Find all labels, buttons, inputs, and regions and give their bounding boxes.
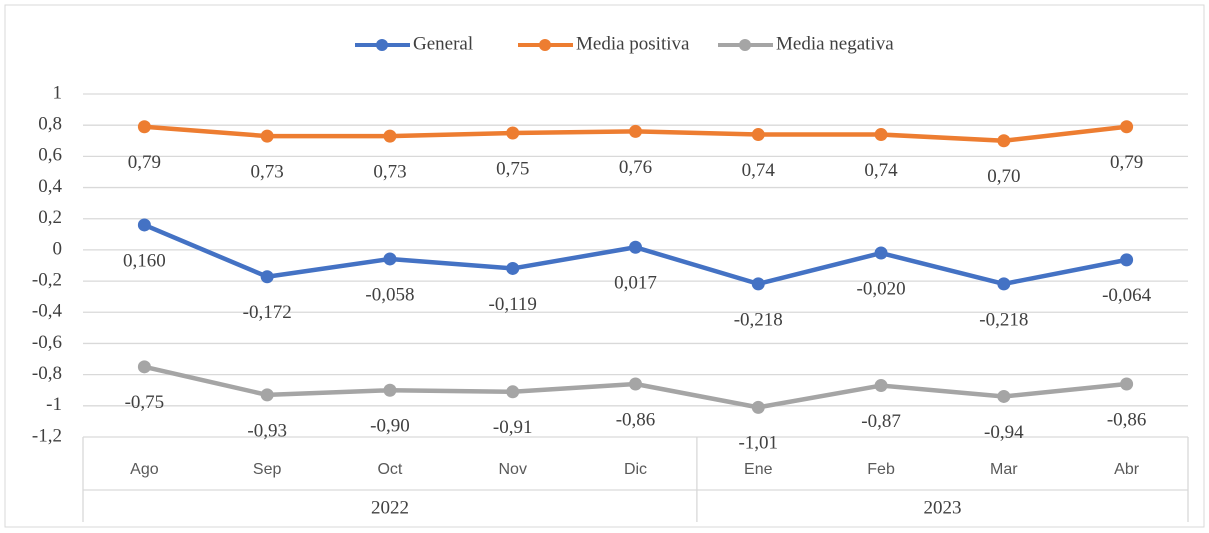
data-label: -0,93: [247, 420, 287, 441]
data-label: -0,86: [1107, 409, 1147, 430]
data-label: 0,017: [614, 273, 657, 294]
y-tick-label: 0,4: [38, 176, 62, 197]
x-tick-label: Sep: [253, 461, 282, 478]
data-point: [260, 388, 274, 402]
y-tick-label: 0,6: [38, 145, 62, 166]
data-point: [997, 389, 1011, 403]
data-label: 0,73: [251, 161, 284, 182]
group-label: 2022: [371, 497, 409, 518]
data-label: 0,73: [373, 161, 406, 182]
data-point: [997, 134, 1011, 148]
data-point: [629, 124, 642, 138]
data-point: [1120, 120, 1134, 134]
y-tick-label: -0,4: [32, 301, 63, 322]
data-point: [874, 379, 888, 393]
y-tick-label: 0,8: [38, 114, 62, 135]
data-label: -0,75: [125, 392, 165, 413]
data-point: [260, 129, 274, 143]
legend-label: Media negativa: [776, 33, 894, 54]
legend-marker: [376, 39, 388, 51]
data-label: -0,020: [857, 278, 906, 299]
data-label: -0,119: [489, 294, 537, 315]
data-label: 0,74: [864, 160, 898, 181]
group-label: 2023: [923, 497, 961, 518]
y-tick-label: 1: [53, 82, 63, 103]
y-tick-label: 0: [53, 238, 63, 259]
data-point: [506, 385, 520, 399]
data-label: 0,79: [128, 152, 161, 173]
data-point: [506, 126, 520, 140]
data-label: 0,160: [123, 250, 166, 271]
data-label: -0,91: [493, 417, 533, 438]
data-point: [751, 400, 765, 414]
data-label: -0,064: [1102, 285, 1152, 306]
data-label: 0,70: [987, 166, 1020, 187]
data-point: [751, 128, 765, 142]
data-point: [383, 129, 397, 143]
data-label: -0,058: [365, 284, 414, 305]
data-label: 0,79: [1110, 152, 1143, 173]
data-point: [506, 261, 520, 275]
y-tick-label: 0,2: [38, 207, 62, 228]
data-point: [1120, 377, 1134, 391]
legend-label: General: [413, 33, 473, 54]
x-tick-label: Dic: [624, 461, 647, 478]
x-tick-label: Abr: [1114, 461, 1140, 478]
chart-border: [4, 4, 1205, 528]
data-point: [137, 218, 151, 232]
y-tick-label: -0,8: [32, 363, 62, 384]
legend-marker: [739, 39, 751, 51]
data-label: -0,94: [984, 422, 1024, 443]
data-label: -0,218: [979, 309, 1028, 330]
data-point: [137, 360, 151, 374]
y-tick-label: -0,6: [32, 332, 62, 353]
y-tick-label: -0,2: [32, 269, 62, 290]
x-tick-label: Ene: [744, 461, 773, 478]
data-point: [629, 240, 642, 254]
data-label: -0,87: [861, 411, 901, 432]
data-point: [751, 277, 765, 291]
data-point: [260, 270, 274, 284]
data-point: [629, 377, 642, 391]
data-label: -0,218: [734, 309, 783, 330]
x-tick-label: Ago: [130, 461, 159, 478]
data-point: [383, 383, 397, 397]
legend-label: Media positiva: [576, 33, 690, 54]
data-point: [874, 128, 888, 142]
legend-marker: [539, 39, 551, 51]
y-tick-label: -1: [46, 394, 62, 415]
data-label: -0,90: [370, 416, 410, 437]
x-tick-label: Mar: [990, 461, 1018, 478]
x-tick-label: Oct: [377, 461, 402, 478]
x-tick-label: Feb: [867, 461, 895, 478]
data-point: [1120, 253, 1134, 267]
data-label: 0,74: [742, 160, 776, 181]
data-label: -0,86: [616, 409, 656, 430]
data-point: [997, 277, 1011, 291]
x-tick-label: Nov: [498, 461, 526, 478]
data-label: 0,75: [496, 158, 529, 179]
data-point: [874, 246, 888, 260]
data-label: -1,01: [738, 433, 778, 454]
y-tick-label: -1,2: [32, 425, 62, 446]
data-point: [383, 252, 397, 266]
data-label: 0,76: [619, 157, 652, 178]
data-point: [137, 120, 151, 134]
data-label: -0,172: [243, 302, 292, 323]
